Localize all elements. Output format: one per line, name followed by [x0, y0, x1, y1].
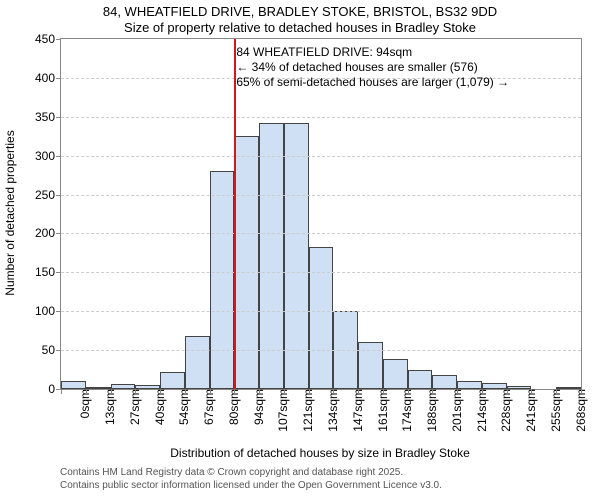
credit-line-1: Contains HM Land Registry data © Crown c…	[60, 466, 442, 479]
x-tick-mark	[333, 389, 334, 394]
x-tick-mark	[507, 389, 508, 394]
chart-container: 84, WHEATFIELD DRIVE, BRADLEY STOKE, BRI…	[0, 0, 600, 500]
x-tick-label: 40sqm	[153, 389, 167, 425]
x-tick-label: 54sqm	[177, 389, 191, 425]
y-tick-label: 200	[35, 226, 61, 240]
x-tick-label: 121sqm	[301, 389, 315, 432]
y-tick-label: 50	[42, 343, 61, 357]
x-tick-label: 174sqm	[400, 389, 414, 432]
y-tick-label: 250	[35, 188, 61, 202]
credit-line-2: Contains public sector information licen…	[60, 479, 442, 492]
x-tick-mark	[284, 389, 285, 394]
reference-line	[234, 39, 236, 389]
x-tick-mark	[482, 389, 483, 394]
x-tick-label: 134sqm	[326, 389, 340, 432]
bar	[210, 171, 235, 389]
y-tick-label: 400	[35, 71, 61, 85]
grid-line	[61, 272, 581, 273]
x-tick-mark	[61, 389, 62, 394]
bar	[185, 336, 210, 389]
x-tick-mark	[383, 389, 384, 394]
grid-line	[61, 311, 581, 312]
bar	[383, 359, 408, 389]
annotation-line-1: 84 WHEATFIELD DRIVE: 94sqm	[236, 45, 509, 60]
grid-line	[61, 350, 581, 351]
x-tick-label: 94sqm	[252, 389, 266, 425]
x-tick-mark	[531, 389, 532, 394]
bar	[309, 247, 334, 389]
plot-area: 84 WHEATFIELD DRIVE: 94sqm ← 34% of deta…	[60, 38, 582, 390]
y-tick-label: 100	[35, 304, 61, 318]
x-tick-mark	[581, 389, 582, 394]
x-tick-mark	[358, 389, 359, 394]
y-tick-label: 450	[35, 32, 61, 46]
x-tick-label: 201sqm	[450, 389, 464, 432]
y-axis-label: Number of detached properties	[3, 130, 17, 295]
x-tick-label: 188sqm	[425, 389, 439, 432]
credits-block: Contains HM Land Registry data © Crown c…	[60, 466, 442, 492]
x-tick-label: 255sqm	[549, 389, 563, 432]
annotation-line-3: 65% of semi-detached houses are larger (…	[236, 75, 509, 90]
x-tick-label: 80sqm	[227, 389, 241, 425]
x-tick-label: 228sqm	[499, 389, 513, 432]
bars-group	[61, 39, 581, 389]
x-tick-label: 67sqm	[202, 389, 216, 425]
bar	[457, 381, 482, 389]
bar	[284, 123, 309, 389]
x-tick-label: 13sqm	[103, 389, 117, 425]
bar	[432, 375, 457, 389]
x-tick-label: 107sqm	[276, 389, 290, 432]
y-tick-label: 150	[35, 265, 61, 279]
x-tick-label: 147sqm	[351, 389, 365, 432]
chart-title-line1: 84, WHEATFIELD DRIVE, BRADLEY STOKE, BRI…	[0, 4, 600, 19]
grid-line	[61, 195, 581, 196]
x-axis-label: Distribution of detached houses by size …	[60, 446, 580, 460]
x-tick-mark	[432, 389, 433, 394]
bar	[259, 123, 284, 389]
x-tick-mark	[111, 389, 112, 394]
x-tick-mark	[135, 389, 136, 394]
x-tick-label: 241sqm	[524, 389, 538, 432]
grid-line	[61, 117, 581, 118]
x-tick-mark	[185, 389, 186, 394]
x-tick-label: 268sqm	[574, 389, 588, 432]
bar	[61, 381, 86, 389]
x-tick-label: 161sqm	[376, 389, 390, 432]
x-tick-mark	[160, 389, 161, 394]
bar	[160, 372, 185, 389]
grid-line	[61, 156, 581, 157]
y-tick-label: 300	[35, 149, 61, 163]
bar	[408, 370, 433, 389]
x-tick-label: 214sqm	[475, 389, 489, 432]
annotation-box: 84 WHEATFIELD DRIVE: 94sqm ← 34% of deta…	[236, 45, 509, 90]
chart-title-line2: Size of property relative to detached ho…	[0, 20, 600, 35]
x-tick-mark	[556, 389, 557, 394]
y-tick-label: 0	[48, 382, 61, 396]
y-tick-label: 350	[35, 110, 61, 124]
x-tick-mark	[309, 389, 310, 394]
x-tick-mark	[408, 389, 409, 394]
x-tick-mark	[457, 389, 458, 394]
grid-line	[61, 233, 581, 234]
x-tick-label: 27sqm	[128, 389, 142, 425]
annotation-line-2: ← 34% of detached houses are smaller (57…	[236, 60, 509, 75]
x-tick-mark	[86, 389, 87, 394]
x-tick-mark	[210, 389, 211, 394]
x-tick-mark	[234, 389, 235, 394]
x-tick-mark	[259, 389, 260, 394]
